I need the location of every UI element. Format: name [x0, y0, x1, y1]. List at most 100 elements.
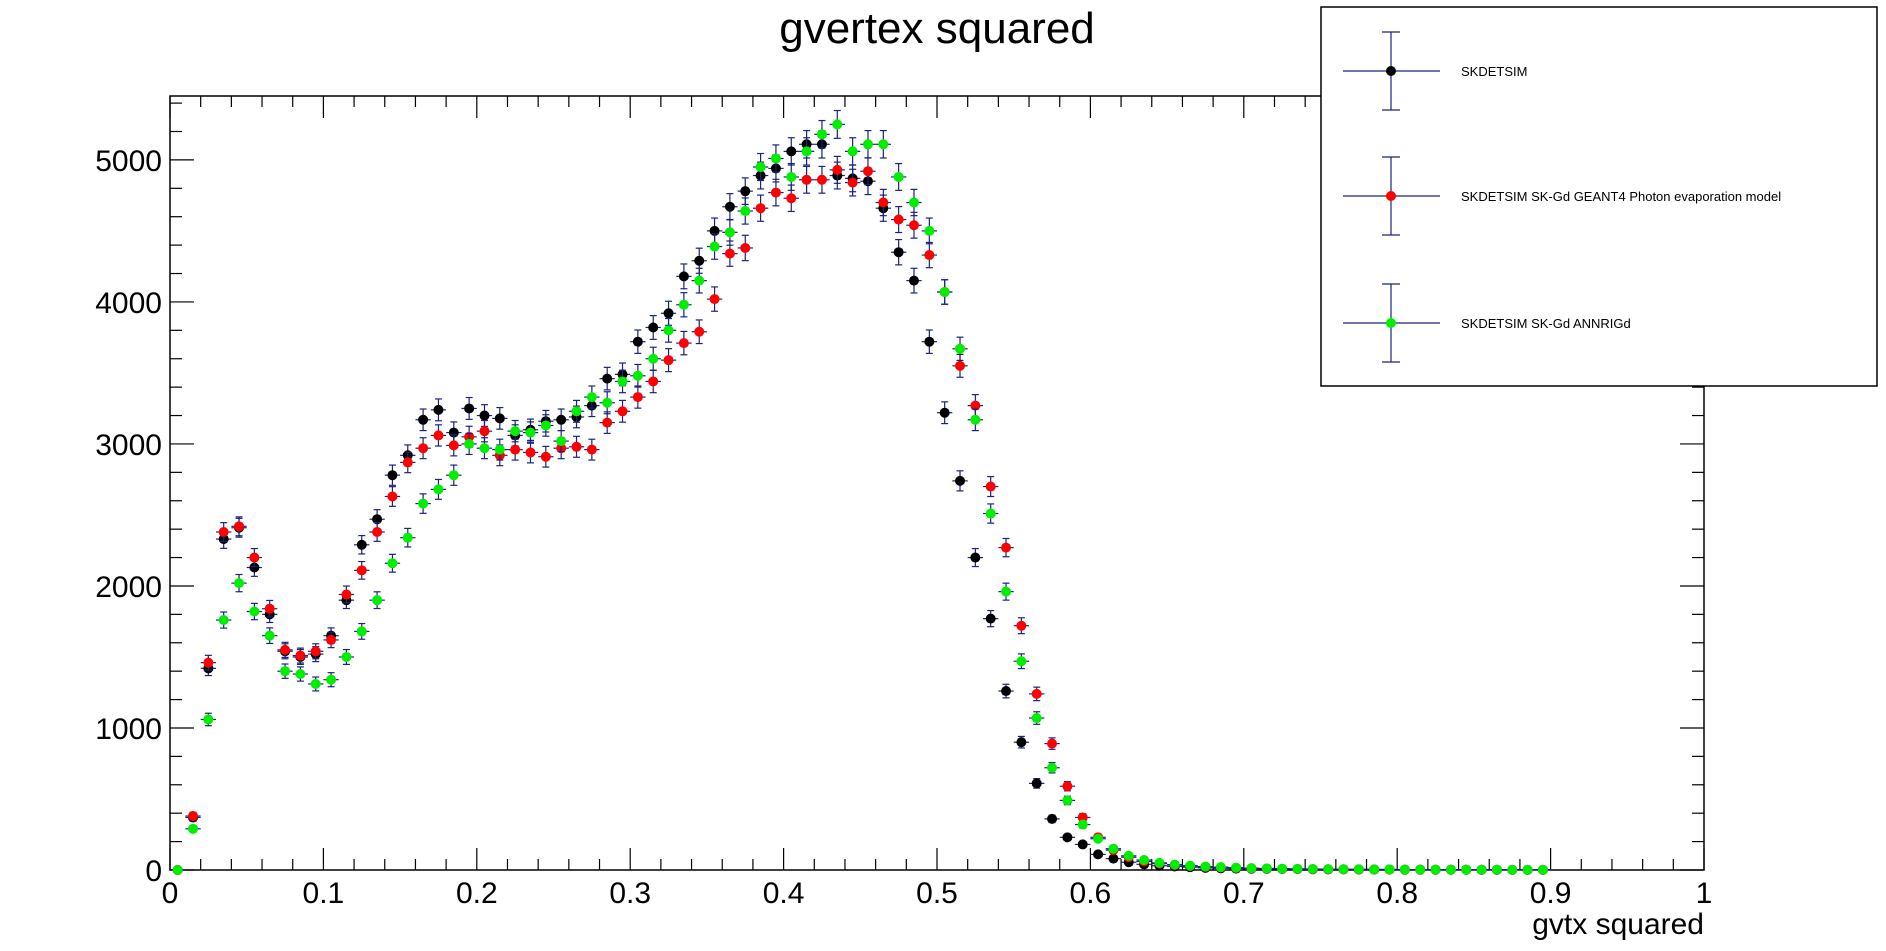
- data-point: [356, 565, 367, 576]
- data-point: [678, 271, 689, 282]
- data-point: [1016, 656, 1027, 667]
- data-point-group: [1504, 864, 1520, 875]
- data-point-group: [921, 329, 937, 354]
- x-tick-label: 0.5: [916, 877, 958, 910]
- data-point-group: [1182, 860, 1198, 871]
- data-point-group: [461, 396, 477, 420]
- data-point-group: [231, 516, 247, 537]
- data-point: [1277, 863, 1288, 874]
- data-point-group: [308, 643, 324, 660]
- data-point: [740, 206, 751, 217]
- data-point-group: [798, 137, 815, 166]
- data-point: [1537, 864, 1548, 875]
- data-point-group: [354, 535, 370, 555]
- data-point-group: [1458, 864, 1474, 875]
- data-point-group: [614, 399, 631, 423]
- data-point-group: [1029, 778, 1045, 789]
- data-point: [602, 417, 613, 428]
- data-point: [571, 406, 582, 417]
- data-point: [586, 392, 597, 403]
- data-point-group: [1105, 843, 1122, 854]
- data-point-group: [1519, 864, 1536, 875]
- data-point: [234, 521, 245, 532]
- data-point: [510, 444, 521, 455]
- data-point: [1001, 686, 1012, 697]
- data-point: [1353, 864, 1364, 875]
- data-point: [418, 498, 429, 509]
- data-point-group: [1535, 864, 1551, 875]
- x-tick-label: 0.4: [763, 877, 805, 910]
- data-point-group: [415, 437, 431, 460]
- data-point-group: [660, 348, 677, 373]
- data-point-group: [1121, 850, 1137, 861]
- data-point-group: [983, 503, 999, 524]
- data-point-group: [1059, 780, 1076, 792]
- data-point: [1077, 839, 1088, 850]
- data-point-group: [937, 279, 953, 305]
- data-point-group: [492, 438, 508, 461]
- legend: SKDETSIM SKDETSIM SK-Gd GEANT4 Photon eva…: [1320, 6, 1878, 387]
- data-point-group: [369, 522, 385, 542]
- data-point-group: [384, 464, 401, 486]
- data-point-group: [200, 654, 217, 671]
- data-point: [1399, 864, 1410, 875]
- data-point-group: [1197, 861, 1214, 872]
- data-point: [1246, 863, 1257, 874]
- data-point: [755, 203, 766, 214]
- data-point: [464, 403, 475, 414]
- data-point: [955, 360, 966, 371]
- data-point-group: [430, 478, 447, 500]
- data-point: [448, 440, 459, 451]
- data-point: [1139, 855, 1150, 866]
- data-point: [448, 470, 459, 481]
- data-point-group: [906, 188, 922, 217]
- data-point: [1108, 853, 1119, 864]
- data-point: [862, 166, 873, 177]
- data-point: [1062, 781, 1073, 792]
- data-point: [218, 526, 229, 537]
- data-point-group: [890, 205, 907, 234]
- data-point-group: [599, 391, 615, 415]
- data-point: [556, 414, 567, 425]
- x-tick-label: 0.7: [1223, 877, 1265, 910]
- legend-label: SKDETSIM: [1461, 64, 1527, 79]
- data-point-group: [1044, 762, 1060, 774]
- data-point: [893, 171, 904, 182]
- data-point-group: [584, 438, 600, 461]
- legend-entry-2: SKDETSIM SK-Gd GEANT4 Photon evaporation…: [1343, 156, 1781, 236]
- data-point: [694, 326, 705, 337]
- legend-marker: [1386, 318, 1396, 328]
- data-point-group: [354, 622, 370, 640]
- data-point-group: [538, 445, 554, 468]
- data-point-group: [676, 330, 692, 356]
- data-point: [1369, 864, 1380, 875]
- data-point-group: [1427, 864, 1444, 875]
- data-point-group: [599, 411, 615, 435]
- data-point-group: [400, 527, 416, 548]
- data-point: [847, 177, 858, 188]
- data-point-group: [1044, 737, 1060, 750]
- data-point-group: [768, 178, 784, 207]
- data-point-group: [691, 319, 707, 345]
- data-point: [1307, 864, 1318, 875]
- data-point: [985, 481, 996, 492]
- data-point: [341, 651, 352, 662]
- data-point: [295, 669, 306, 680]
- data-point-group: [1366, 864, 1382, 875]
- legend-marker: [1386, 191, 1396, 201]
- x-tick-label: 0.6: [1070, 877, 1112, 910]
- data-point-group: [430, 398, 447, 422]
- data-point-group: [1090, 849, 1106, 860]
- data-point: [632, 336, 643, 347]
- data-point: [924, 336, 935, 347]
- data-point-group: [906, 267, 922, 294]
- data-point: [1200, 861, 1211, 872]
- data-point: [663, 308, 674, 319]
- data-point-group: [1075, 839, 1091, 850]
- data-point: [264, 630, 275, 641]
- data-point-group: [553, 429, 569, 453]
- data-point: [1031, 713, 1042, 724]
- data-point: [1047, 813, 1058, 824]
- data-point: [1261, 863, 1272, 874]
- data-point-group: [354, 560, 370, 580]
